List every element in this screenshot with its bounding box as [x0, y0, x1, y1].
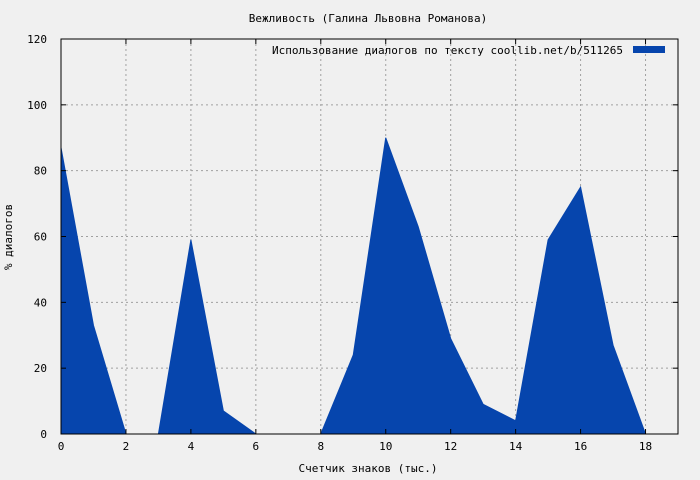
y-tick-label: 100	[27, 99, 47, 112]
x-tick-label: 18	[639, 440, 652, 453]
y-tick-label: 40	[34, 296, 47, 309]
x-tick-label: 10	[379, 440, 392, 453]
y-tick-label: 120	[27, 33, 47, 46]
y-axis: 0 20 40 60 80 100 120	[27, 33, 678, 441]
x-tick-label: 0	[58, 440, 65, 453]
x-tick-label: 2	[123, 440, 130, 453]
x-tick-label: 12	[444, 440, 457, 453]
plot-area	[60, 137, 647, 435]
x-tick-label: 14	[509, 440, 523, 453]
x-tick-label: 4	[188, 440, 195, 453]
legend-label: Использование диалогов по тексту coollib…	[272, 44, 623, 57]
y-tick-label: 0	[40, 428, 47, 441]
x-tick-label: 16	[574, 440, 587, 453]
x-axis: 0 2 4 6 8 10 12 14 16 18	[58, 39, 652, 453]
chart-title: Вежливость (Галина Львовна Романова)	[249, 12, 487, 25]
x-axis-label: Счетчик знаков (тыс.)	[298, 462, 437, 475]
y-axis-label: % диалогов	[2, 204, 15, 270]
grid	[61, 39, 678, 434]
x-tick-label: 6	[253, 440, 260, 453]
legend-swatch	[633, 46, 665, 53]
y-tick-label: 80	[34, 165, 47, 178]
legend: Использование диалогов по тексту coollib…	[272, 44, 665, 57]
y-tick-label: 60	[34, 231, 47, 244]
series-area	[60, 137, 647, 435]
x-tick-label: 8	[317, 440, 324, 453]
y-tick-label: 20	[34, 362, 47, 375]
